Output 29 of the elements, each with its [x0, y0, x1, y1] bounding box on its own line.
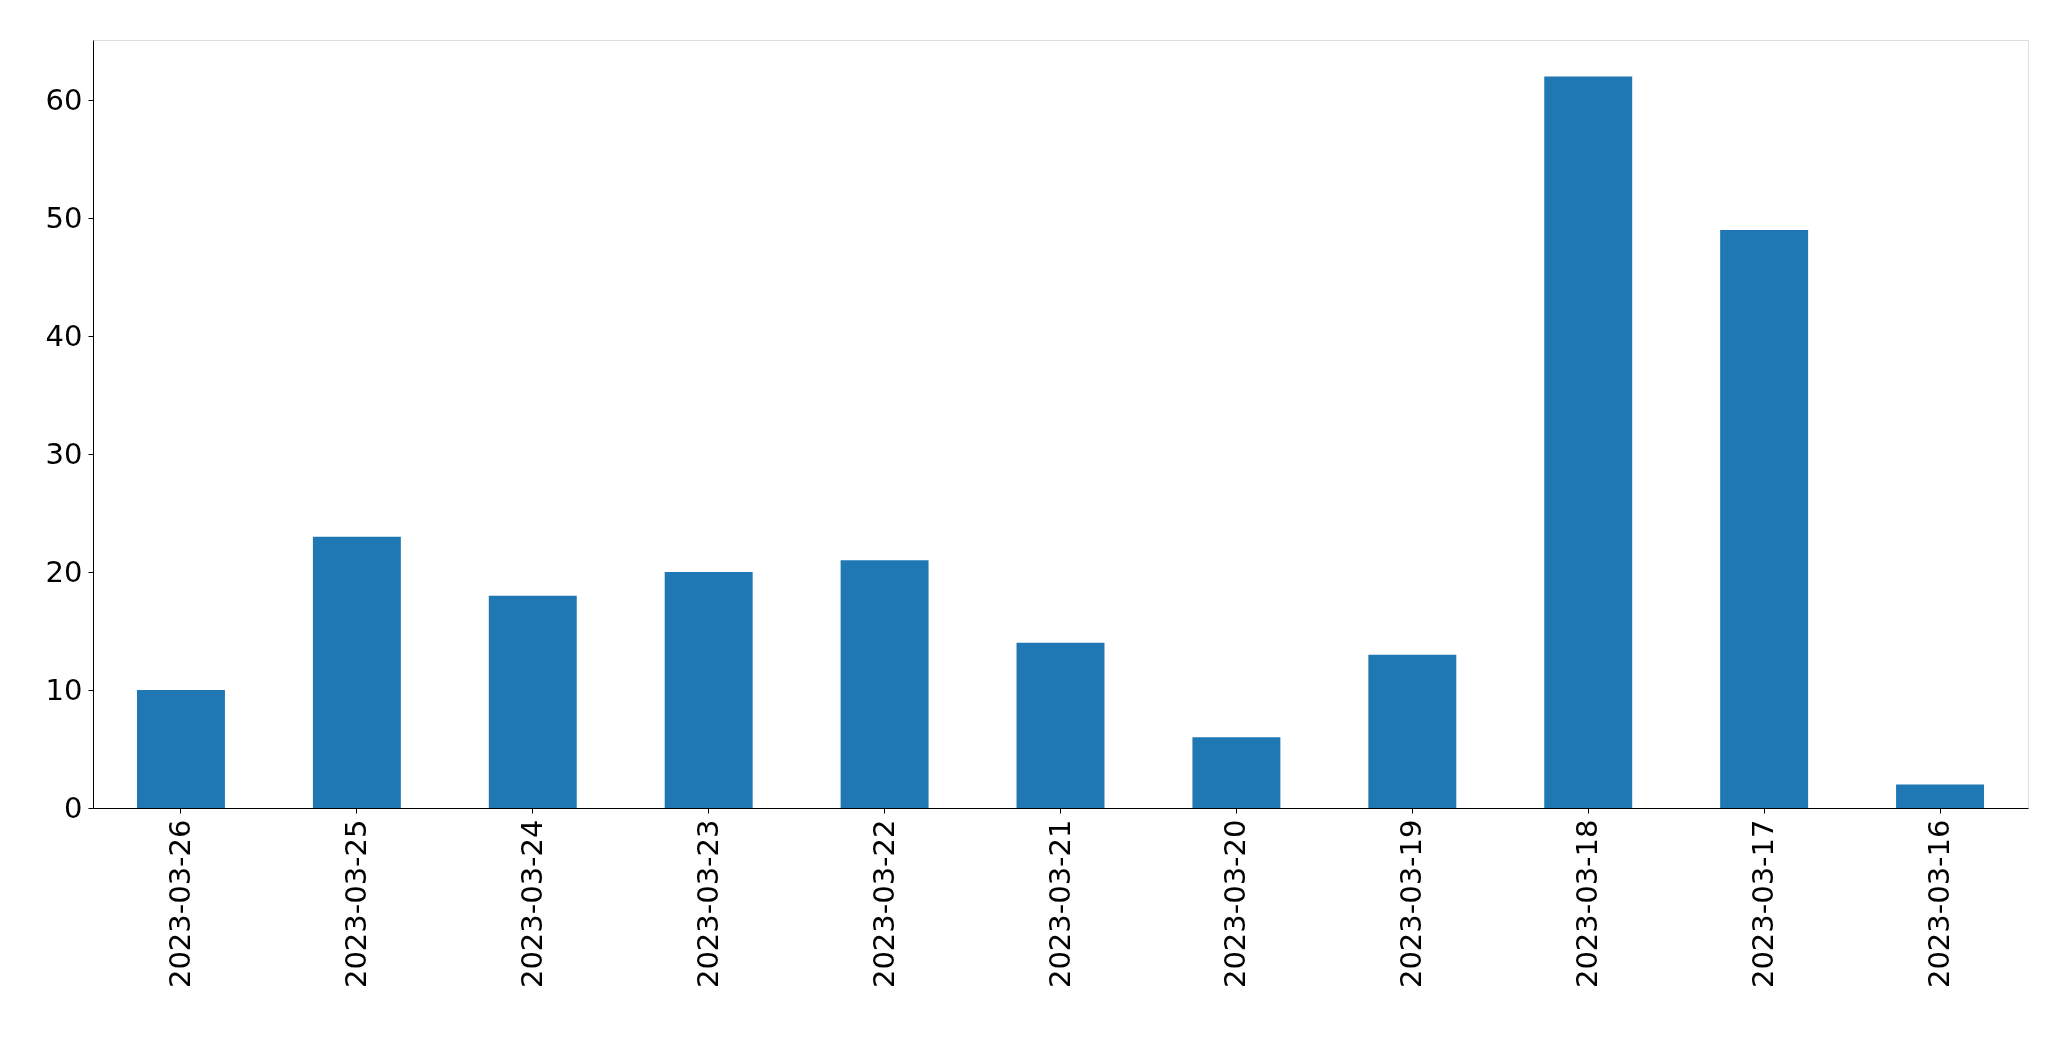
y-tick-label: 60: [45, 82, 83, 117]
x-tick-label: 2023-03-16: [1922, 819, 1957, 989]
y-tick-label: 20: [45, 554, 83, 589]
bar: [136, 690, 225, 808]
x-tick-label: 2023-03-26: [162, 819, 197, 989]
x-tick-label: 2023-03-23: [690, 819, 725, 989]
bar: [840, 560, 929, 808]
bar: [1016, 642, 1105, 808]
y-tick-label: 50: [45, 200, 83, 235]
bar: [664, 572, 753, 808]
x-tick-label: 2023-03-21: [1042, 819, 1077, 989]
y-tick-label: 10: [45, 672, 83, 707]
bar: [488, 595, 577, 808]
y-tick-label: 30: [45, 436, 83, 471]
x-tick-label: 2023-03-22: [866, 819, 901, 989]
x-tick-label: 2023-03-24: [514, 819, 549, 989]
bar: [1368, 654, 1457, 808]
bar: [1896, 784, 1985, 808]
bar: [1192, 737, 1281, 808]
y-tick-label: 40: [45, 318, 83, 353]
bar: [312, 536, 401, 808]
x-tick-label: 2023-03-19: [1394, 819, 1429, 989]
x-tick-label: 2023-03-25: [338, 819, 373, 989]
bar: [1720, 229, 1809, 808]
y-tick-label: 0: [64, 790, 83, 825]
x-tick-label: 2023-03-20: [1218, 819, 1253, 989]
bar: [1544, 76, 1633, 808]
x-tick-label: 2023-03-17: [1746, 819, 1781, 989]
x-tick-label: 2023-03-18: [1570, 819, 1605, 989]
